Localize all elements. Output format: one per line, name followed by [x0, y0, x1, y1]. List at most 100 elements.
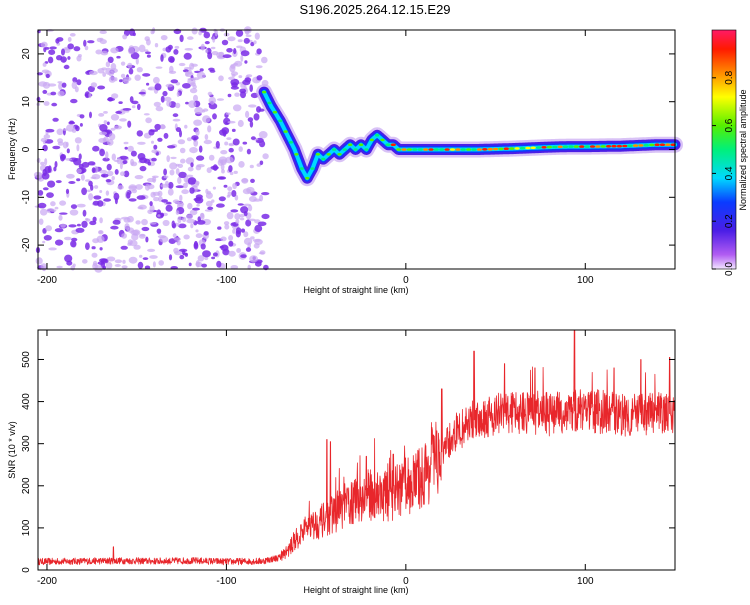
noise-blob [253, 243, 260, 249]
noise-blob [235, 29, 244, 37]
noise-blob [183, 52, 192, 60]
noise-blob [70, 204, 78, 210]
ridge-core-point [342, 148, 347, 151]
noise-blob [228, 235, 234, 241]
colorbar-label: Normalized spectral amplitude [738, 89, 748, 210]
noise-blob [120, 61, 126, 66]
noise-blob [145, 117, 152, 124]
ridge-core-point [654, 143, 660, 146]
ridge-core-point [455, 148, 461, 151]
noise-blob [234, 213, 241, 220]
noise-blob [37, 202, 47, 209]
noise-blob [151, 140, 154, 144]
noise-blob [116, 157, 122, 165]
ridge-core-point [428, 148, 434, 151]
noise-blob [172, 118, 181, 122]
noise-blob [64, 254, 73, 263]
noise-blob [81, 161, 90, 168]
snr-panel: -200 -100 0 100 0 100 200 300 400 500 Height of … [7, 329, 676, 595]
noise-blob [194, 196, 204, 204]
noise-blob [210, 165, 219, 170]
noise-blob [178, 171, 187, 179]
noise-blob [147, 87, 153, 91]
noise-blob [241, 228, 245, 233]
ridge-core-point [412, 148, 418, 151]
noise-blob [128, 256, 138, 264]
noise-blob [248, 218, 256, 222]
noise-blob [42, 62, 47, 67]
ridge-core-point [385, 143, 391, 146]
noise-blob [182, 83, 191, 89]
noise-blob [198, 145, 203, 153]
snr-peaks [112, 330, 671, 561]
noise-blob [199, 68, 204, 72]
noise-blob [152, 261, 156, 268]
noise-blob [246, 148, 251, 155]
noise-blob [156, 228, 162, 234]
spectrogram-x-label: Height of straight line (km) [303, 285, 408, 295]
noise-blob [201, 263, 208, 268]
noise-blob [182, 252, 188, 256]
noise-blob [254, 32, 260, 40]
noise-blob [146, 82, 150, 86]
noise-blob [99, 37, 104, 41]
noise-blob [247, 242, 251, 249]
noise-blob [212, 252, 218, 257]
noise-blob [162, 90, 168, 97]
noise-blob [217, 98, 224, 101]
ridge-core-point [659, 143, 666, 146]
noise-blob [215, 140, 220, 149]
spectrogram-x-ticks: -200 -100 0 100 [37, 30, 594, 286]
noise-blob [198, 30, 202, 36]
y-tick-label: 100 [21, 519, 32, 536]
noise-blob [99, 30, 107, 34]
noise-blob [259, 160, 264, 166]
noise-blob [143, 113, 150, 116]
noise-blob [59, 212, 68, 215]
noise-blob [128, 198, 137, 202]
noise-blob [226, 137, 232, 141]
noise-blob [186, 218, 195, 224]
ridge-core-point [552, 145, 558, 149]
noise-blob [128, 184, 137, 192]
ridge-core-point [439, 148, 445, 151]
noise-blob [237, 203, 244, 206]
noise-blob [57, 90, 65, 97]
noise-blob [154, 123, 161, 131]
noise-blob [106, 121, 110, 126]
noise-blob [85, 242, 90, 250]
noise-blob [62, 141, 68, 149]
noise-blob [136, 195, 146, 200]
noise-blob [237, 39, 243, 43]
noise-blob [179, 194, 183, 202]
ridge-core-point [466, 148, 472, 151]
noise-blob [165, 201, 172, 205]
noise-blob [90, 176, 97, 179]
ridge-core-point [632, 144, 639, 147]
noise-blob [127, 227, 135, 233]
noise-blob [224, 224, 230, 230]
ridge-core-point [530, 146, 536, 150]
noise-blob [131, 105, 136, 109]
colorbar-tick-label: 0.6 [724, 118, 735, 132]
noise-blob [114, 264, 121, 267]
noise-blob [229, 171, 234, 176]
noise-blob [75, 227, 85, 233]
y-tick-label: -10 [21, 190, 32, 205]
noise-blob [63, 64, 70, 70]
noise-blob [207, 206, 214, 210]
noise-blob [52, 145, 61, 150]
noise-blob [177, 176, 182, 184]
noise-blob [105, 179, 112, 183]
noise-blob [189, 209, 198, 216]
noise-blob [154, 83, 162, 91]
noise-blob [145, 236, 149, 243]
noise-blob [40, 41, 48, 48]
noise-blob [42, 81, 51, 89]
noise-blob [60, 223, 66, 228]
noise-blob [232, 138, 240, 146]
noise-blob [193, 139, 199, 147]
x-tick-label: 0 [403, 576, 409, 587]
noise-blob [183, 234, 190, 240]
noise-blob [123, 217, 131, 223]
